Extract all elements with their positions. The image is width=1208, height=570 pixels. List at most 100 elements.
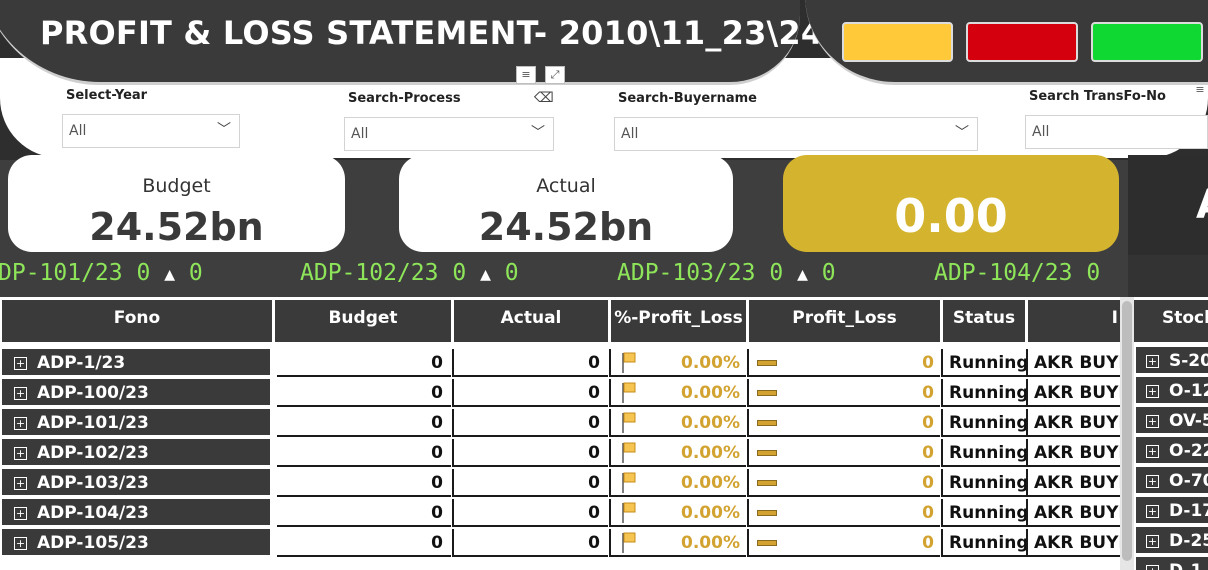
stock-row[interactable]: + S-20 bbox=[1136, 347, 1208, 375]
profit-loss-cell: 0 bbox=[747, 409, 940, 437]
transfo-dropdown[interactable]: All bbox=[1025, 115, 1208, 149]
pl-value: 0 bbox=[922, 353, 934, 373]
process-dropdown[interactable]: All ﹀ bbox=[344, 117, 554, 151]
expand-icon[interactable]: + bbox=[1146, 445, 1159, 458]
column-header-pct-profit-loss[interactable]: %-Profit_Loss bbox=[609, 300, 746, 342]
fono-value: ADP-105/23 bbox=[37, 533, 149, 553]
actual-cell: 0 bbox=[452, 469, 608, 497]
stock-row[interactable]: + O-22 bbox=[1136, 437, 1208, 465]
pct-value: 0.00% bbox=[681, 443, 740, 463]
stock-row[interactable]: + O-70 bbox=[1136, 467, 1208, 495]
up-triangle-icon: ▲ bbox=[797, 264, 808, 285]
expand-icon[interactable]: + bbox=[1146, 475, 1159, 488]
column-header-buyer[interactable]: I bbox=[1026, 300, 1120, 342]
expand-icon[interactable]: + bbox=[14, 477, 27, 490]
eraser-icon[interactable]: ⌫ bbox=[534, 90, 554, 106]
focus-mode-icon[interactable]: ⤢ bbox=[545, 66, 565, 84]
variance-card-value: 0.00 bbox=[894, 189, 1008, 243]
column-header-actual[interactable]: Actual bbox=[452, 300, 608, 342]
chevron-down-icon: ﹀ bbox=[531, 125, 545, 141]
stock-value: D-17 bbox=[1169, 501, 1208, 521]
scrollbar-thumb[interactable] bbox=[1122, 301, 1132, 561]
status-cell: Running bbox=[941, 499, 1026, 527]
stock-row[interactable]: + OV-5 bbox=[1136, 407, 1208, 435]
column-header-status[interactable]: Status bbox=[941, 300, 1025, 342]
slicer-year-label: Select-Year bbox=[66, 88, 148, 103]
expand-icon[interactable]: + bbox=[1146, 355, 1159, 368]
fono-cell[interactable]: + ADP-100/23 bbox=[2, 379, 270, 407]
expand-icon[interactable]: + bbox=[1146, 385, 1159, 398]
up-triangle-icon: ▲ bbox=[480, 264, 491, 285]
fono-value: ADP-102/23 bbox=[37, 443, 149, 463]
transfo-dropdown-value: All bbox=[1032, 124, 1050, 140]
up-triangle-icon: ▲ bbox=[164, 264, 176, 285]
stock-row[interactable]: + D-25 bbox=[1136, 527, 1208, 555]
slicer-transfo-label: Search TransFo-No bbox=[1029, 89, 1166, 104]
flag-icon bbox=[622, 472, 636, 493]
actual-card-value: 24.52bn bbox=[478, 205, 654, 249]
expand-icon[interactable]: + bbox=[14, 537, 27, 550]
actual-cell: 0 bbox=[452, 379, 608, 407]
buyer-cell: AKR BUYER bbox=[1026, 349, 1120, 377]
column-header-fono[interactable]: Fono bbox=[2, 300, 272, 342]
column-header-profit-loss[interactable]: Profit_Loss bbox=[747, 300, 940, 342]
ticker-item: DP-101/23 0 ▲ 0 bbox=[0, 260, 203, 286]
fono-cell[interactable]: + ADP-105/23 bbox=[2, 529, 270, 557]
process-dropdown-value: All bbox=[351, 126, 369, 142]
buyername-dropdown-value: All bbox=[621, 126, 639, 142]
profit-loss-cell: 0 bbox=[747, 499, 940, 527]
buyer-cell: AKR BUYER bbox=[1026, 499, 1120, 527]
column-header-budget[interactable]: Budget bbox=[273, 300, 451, 342]
fono-cell[interactable]: + ADP-104/23 bbox=[2, 499, 270, 527]
table-scrollbar[interactable] bbox=[1120, 297, 1134, 570]
expand-icon[interactable]: + bbox=[14, 387, 27, 400]
pl-table[interactable]: Fono Budget Actual %-Profit_Loss Profit_… bbox=[0, 297, 1120, 570]
budget-cell: 0 bbox=[277, 349, 451, 377]
year-dropdown[interactable]: All ﹀ bbox=[62, 114, 240, 148]
data-bar-icon bbox=[757, 480, 777, 486]
data-bar-icon bbox=[757, 360, 777, 366]
expand-icon[interactable]: + bbox=[14, 357, 27, 370]
stock-row[interactable]: + D-1 bbox=[1136, 557, 1208, 570]
fono-cell[interactable]: + ADP-103/23 bbox=[2, 469, 270, 497]
green-status-button[interactable] bbox=[1091, 22, 1203, 62]
profit-loss-cell: 0 bbox=[747, 469, 940, 497]
budget-cell: 0 bbox=[277, 409, 451, 437]
expand-icon[interactable]: + bbox=[1146, 535, 1159, 548]
expand-icon[interactable]: + bbox=[1146, 505, 1159, 518]
stock-table[interactable]: Stock + S-20 + O-12 + OV-5 + O-22 + O-70 + D-17 + D-2… bbox=[1134, 297, 1208, 570]
fono-cell[interactable]: + ADP-1/23 bbox=[2, 349, 270, 377]
stock-row[interactable]: + D-17 bbox=[1136, 497, 1208, 525]
column-header-stock[interactable]: Stock bbox=[1134, 300, 1208, 342]
stock-value: O-12 bbox=[1169, 381, 1208, 401]
expand-icon[interactable]: + bbox=[14, 447, 27, 460]
fono-cell[interactable]: + ADP-102/23 bbox=[2, 439, 270, 467]
budget-card-value: 24.52bn bbox=[89, 205, 264, 249]
variance-card: 0.00 bbox=[783, 155, 1119, 252]
status-cell: Running bbox=[941, 529, 1026, 557]
data-bar-icon bbox=[757, 450, 777, 456]
chevron-down-icon: ﹀ bbox=[217, 122, 231, 138]
red-status-button[interactable] bbox=[966, 22, 1078, 62]
filter-icon-2[interactable]: ≡ bbox=[1195, 83, 1205, 96]
expand-icon[interactable]: + bbox=[1146, 415, 1159, 428]
buyer-cell: AKR BUYER bbox=[1026, 409, 1120, 437]
pl-value: 0 bbox=[922, 503, 934, 523]
data-bar-icon bbox=[757, 510, 777, 516]
expand-icon[interactable]: + bbox=[14, 417, 27, 430]
filter-icon[interactable]: ≡ bbox=[516, 66, 536, 84]
pct-profit-loss-cell: 0.00% bbox=[609, 499, 746, 527]
buyername-dropdown[interactable]: All ﹀ bbox=[614, 117, 978, 151]
expand-icon[interactable]: + bbox=[14, 507, 27, 520]
stock-row[interactable]: + O-12 bbox=[1136, 377, 1208, 405]
expand-icon[interactable]: + bbox=[1146, 565, 1159, 570]
yellow-status-button[interactable] bbox=[842, 22, 953, 62]
fono-cell[interactable]: + ADP-101/23 bbox=[2, 409, 270, 437]
